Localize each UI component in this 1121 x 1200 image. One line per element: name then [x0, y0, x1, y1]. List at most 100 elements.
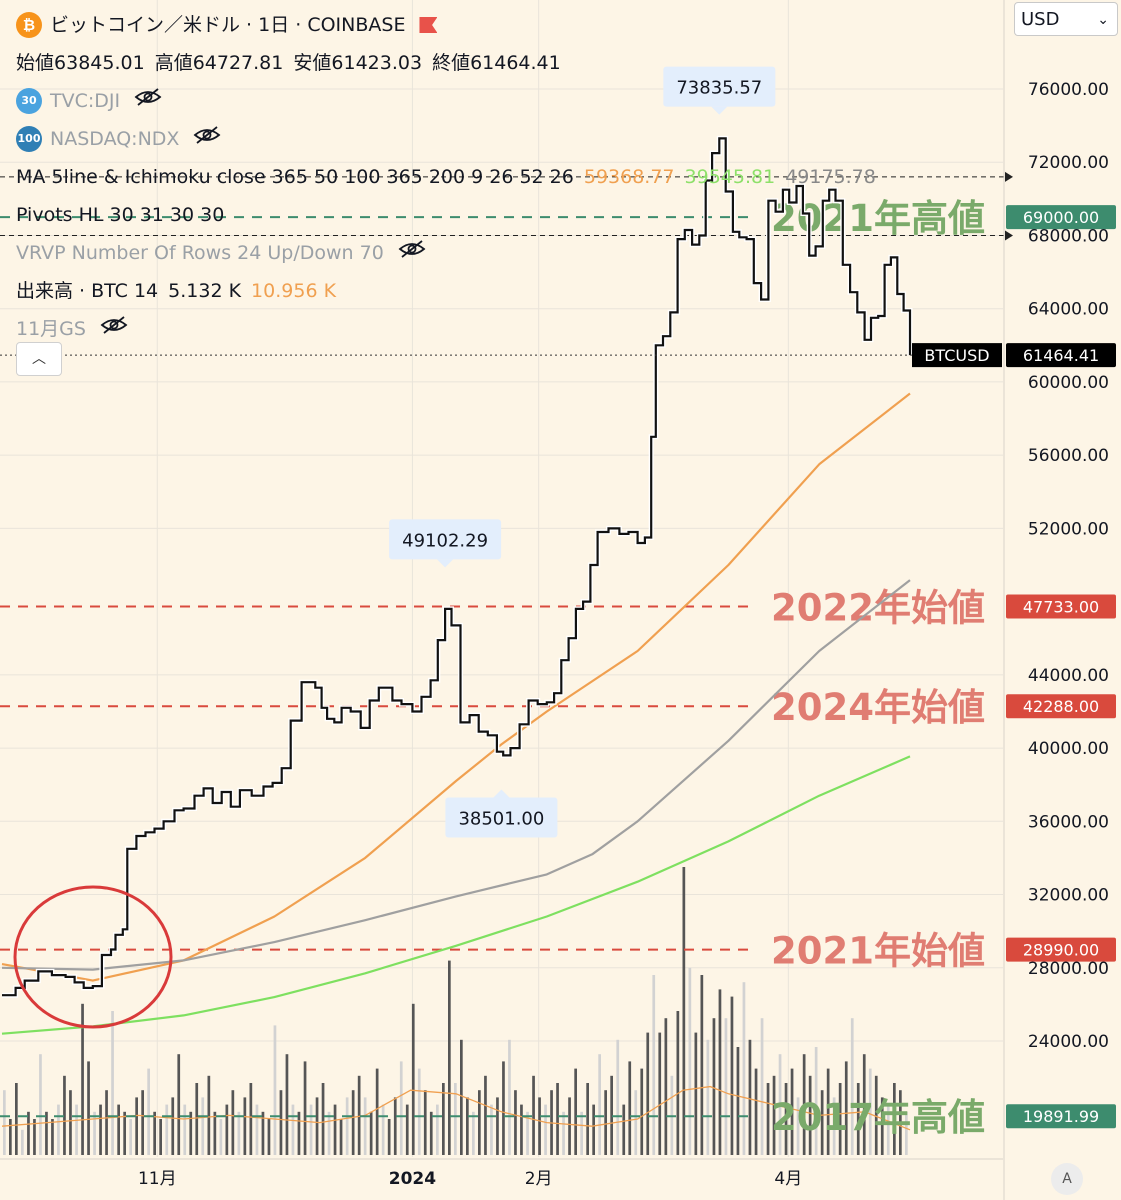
dji-label: TVC:DJI — [50, 90, 121, 112]
volume-bar — [51, 1119, 54, 1155]
price-axis-tick: 56000.00 — [1028, 446, 1109, 466]
volume-bar — [201, 1097, 205, 1155]
volume-bar — [790, 1068, 794, 1155]
volume-bar — [375, 1068, 379, 1155]
volume-bar — [514, 1090, 517, 1155]
volume-bar — [381, 1104, 385, 1155]
volume-bar — [532, 1075, 535, 1155]
volume-bar — [832, 1097, 836, 1155]
legend-gs-row[interactable]: 11月GS — [16, 310, 876, 348]
price-axis-tick: 68000.00 — [1028, 226, 1109, 246]
volume-bar — [291, 1104, 295, 1155]
current-symbol-text: BTCUSD — [924, 346, 989, 365]
volume-bar — [814, 1047, 818, 1155]
volume-bar — [285, 1054, 289, 1155]
volume-bar — [327, 1111, 331, 1155]
volume-bar — [153, 1111, 156, 1155]
price-callout-pointer — [711, 106, 728, 115]
volume-bar — [748, 1039, 752, 1155]
volume-value-1: 5.132 K — [168, 280, 242, 302]
chart-legend: ₿ ビットコイン／米ドル · 1日 · COINBASE 始値 63845.01 … — [16, 6, 876, 348]
volume-bar — [417, 1068, 421, 1155]
auto-scale-button[interactable]: A — [1051, 1163, 1083, 1195]
ma-value-green: 39545.81 — [684, 166, 776, 188]
legend-pivots-row[interactable]: Pivots HL 30 31 30 30 — [16, 196, 876, 234]
high-label: 高値 — [154, 52, 193, 74]
volume-bar — [429, 1111, 433, 1155]
level-price-badge — [1006, 694, 1116, 719]
level-label: 2022年始値 — [771, 587, 985, 630]
price-axis-tick: 40000.00 — [1028, 739, 1109, 759]
eye-hidden-icon[interactable] — [193, 120, 221, 158]
volume-bar — [730, 996, 734, 1155]
volume-bar — [363, 1097, 367, 1155]
volume-bar — [9, 1119, 12, 1155]
open-value: 63845.01 — [54, 52, 145, 74]
price-line — [2, 137, 912, 997]
volume-bar — [874, 1075, 878, 1155]
volume-bar — [333, 1104, 337, 1155]
legend-dji-row[interactable]: 30 TVC:DJI — [16, 82, 876, 120]
volume-bar — [652, 975, 656, 1155]
volume-bar — [718, 989, 722, 1155]
legend-volume-row[interactable]: 出来高 · BTC 14 5.132 K 10.956 K — [16, 272, 876, 310]
volume-bar — [225, 1104, 229, 1155]
flag-icon[interactable] — [419, 17, 438, 33]
price-callout-text: 73835.57 — [676, 78, 762, 99]
volume-bar — [508, 1039, 511, 1155]
volume-bar — [682, 867, 686, 1155]
volume-bar — [207, 1075, 211, 1155]
chevron-up-icon: ︿ — [32, 351, 46, 367]
legend-ndx-row[interactable]: 100 NASDAQ:NDX — [16, 120, 876, 158]
time-axis-tick: 11月 — [138, 1169, 177, 1189]
volume-bar — [880, 1097, 884, 1155]
pivot-marker — [1005, 171, 1013, 182]
legend-vrvp-row[interactable]: VRVP Number Of Rows 24 Up/Down 70 — [16, 234, 876, 272]
currency-select[interactable]: USD ⌄ — [1014, 2, 1118, 36]
eye-hidden-icon[interactable] — [134, 82, 162, 120]
volume-bar — [141, 1090, 144, 1155]
volume-bar — [856, 1083, 860, 1155]
eye-hidden-icon[interactable] — [100, 310, 128, 348]
volume-bar — [183, 1104, 187, 1155]
volume-bar — [826, 1068, 830, 1155]
volume-bar — [604, 1090, 607, 1155]
volume-bar — [736, 1047, 740, 1155]
price-callout-box — [663, 66, 776, 107]
volume-bar — [21, 1129, 24, 1155]
price-axis-tick: 76000.00 — [1028, 80, 1109, 100]
eye-hidden-icon[interactable] — [398, 234, 426, 272]
level-price-badge — [1006, 1104, 1116, 1129]
volume-bar — [454, 1083, 457, 1155]
volume-bar — [399, 1061, 403, 1155]
volume-bar — [387, 1119, 391, 1155]
pivots-label: Pivots HL 30 31 30 30 — [16, 204, 225, 226]
volume-bar — [694, 1032, 698, 1155]
moving-average-line — [1, 579, 911, 971]
volume-bar — [15, 1083, 18, 1155]
legend-ma-row[interactable]: MA 5line & Ichimoku close 365 50 100 365… — [16, 158, 876, 196]
volume-bar — [267, 1119, 271, 1155]
volume-bar — [111, 1011, 114, 1155]
level-price-text: 47733.00 — [1023, 598, 1099, 617]
ndx-badge: 100 — [16, 126, 42, 152]
volume-bar — [628, 1061, 632, 1155]
level-price-text: 42288.00 — [1023, 697, 1099, 716]
volume-bar — [255, 1104, 259, 1155]
volume-bar — [3, 1090, 6, 1155]
volume-bar — [712, 1018, 716, 1155]
volume-bar — [634, 1090, 638, 1155]
volume-bar — [219, 1119, 223, 1155]
volume-bar — [231, 1090, 235, 1155]
volume-bar — [33, 1119, 36, 1155]
volume-bar — [165, 1104, 169, 1155]
volume-bar — [339, 1119, 343, 1155]
volume-bar — [460, 1039, 463, 1155]
ma-value-gray: 49175.78 — [785, 166, 876, 188]
bitcoin-icon: ₿ — [16, 12, 42, 38]
volume-bar — [303, 1061, 307, 1155]
ma-value-orange: 59368.77 — [583, 166, 675, 188]
collapse-legend-button[interactable]: ︿ — [16, 342, 62, 376]
volume-bar — [868, 1068, 872, 1155]
